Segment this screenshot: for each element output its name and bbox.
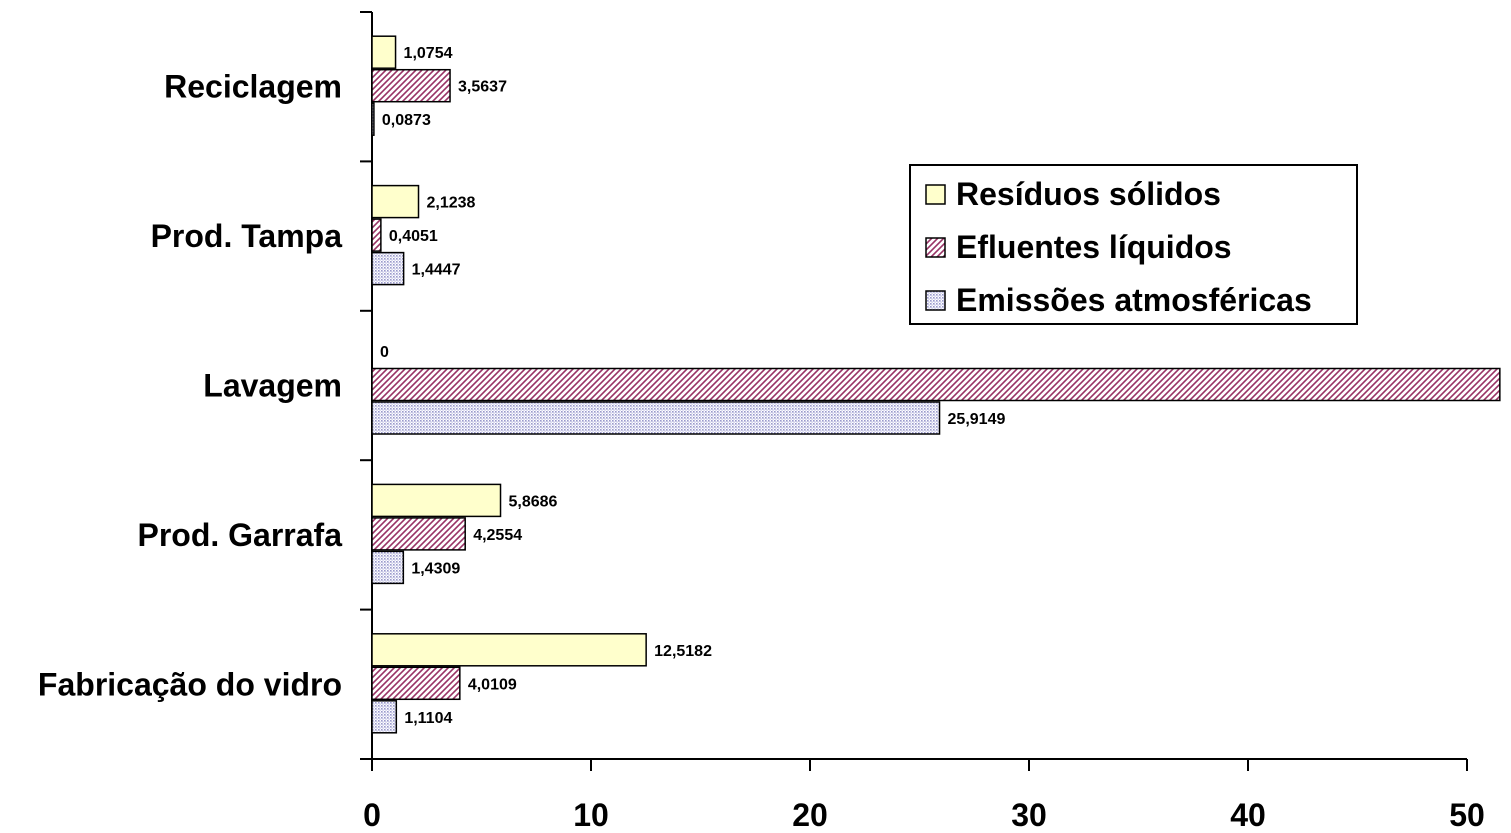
category-label: Fabricação do vidro xyxy=(38,666,342,702)
bar xyxy=(372,36,396,68)
bar xyxy=(372,402,940,434)
legend-swatch xyxy=(926,291,945,310)
data-label: 1,0754 xyxy=(404,45,453,62)
bar xyxy=(372,103,374,135)
x-tick-label: 0 xyxy=(363,797,381,833)
data-label: 12,5182 xyxy=(654,643,712,660)
legend-item-label: Resíduos sólidos xyxy=(956,176,1221,212)
bar xyxy=(372,484,501,516)
x-tick-label: 40 xyxy=(1230,797,1266,833)
legend-swatch xyxy=(926,238,945,257)
data-label: 0,0873 xyxy=(382,112,431,129)
data-label: 4,2554 xyxy=(473,527,522,544)
bars xyxy=(372,36,1500,733)
data-label: 5,8686 xyxy=(509,493,558,510)
x-tick-label: 10 xyxy=(573,797,609,833)
x-tick-label: 50 xyxy=(1449,797,1485,833)
data-label: 0,4051 xyxy=(389,228,438,245)
category-label: Prod. Tampa xyxy=(151,218,343,254)
legend: Resíduos sólidos Efluentes líquidos Emissõ… xyxy=(910,165,1357,324)
data-label: 2,1238 xyxy=(427,195,476,212)
bar xyxy=(372,551,403,583)
category-labels: Fabricação do vidro Prod. Garrafa Lavagem P… xyxy=(38,69,342,703)
bar xyxy=(372,70,450,102)
legend-item-label: Emissões atmosféricas xyxy=(956,282,1312,318)
data-label: 3,5637 xyxy=(458,79,507,96)
x-tick-labels: 0 10 20 30 40 50 xyxy=(363,797,1485,833)
category-label: Reciclagem xyxy=(164,69,342,105)
bar xyxy=(372,667,460,699)
x-tick-label: 30 xyxy=(1011,797,1047,833)
bar xyxy=(372,219,381,251)
legend-item-label: Efluentes líquidos xyxy=(956,229,1232,265)
data-label: 1,4447 xyxy=(412,262,461,279)
bar xyxy=(372,701,396,733)
data-label: 4,0109 xyxy=(468,676,517,693)
bar xyxy=(372,518,465,550)
data-label: 25,9149 xyxy=(948,411,1006,428)
data-label: 1,1104 xyxy=(404,710,452,727)
legend-swatch xyxy=(926,185,945,204)
bar xyxy=(372,186,419,218)
data-label: 0 xyxy=(380,344,389,361)
category-label: Lavagem xyxy=(203,368,342,404)
x-tick-label: 20 xyxy=(792,797,828,833)
bar xyxy=(372,634,646,666)
category-label: Prod. Garrafa xyxy=(137,517,342,553)
bar xyxy=(372,253,404,285)
data-label: 1,4309 xyxy=(411,560,460,577)
bar xyxy=(372,369,1500,401)
